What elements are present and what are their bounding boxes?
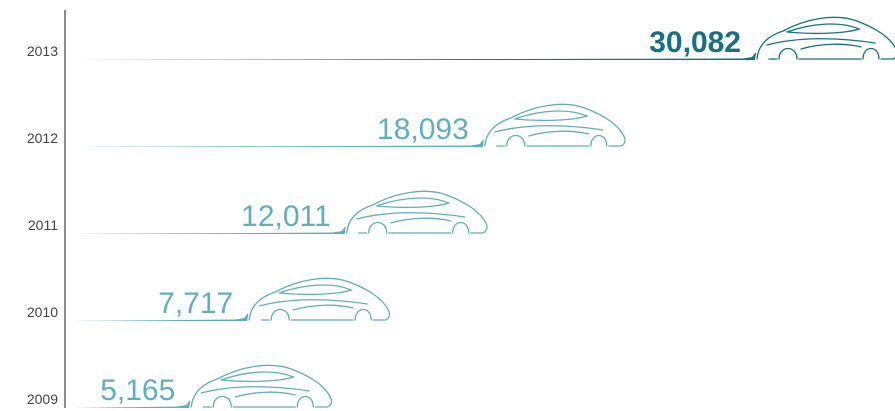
car-outline [494,125,604,133]
bar [72,401,191,408]
value-label: 12,011 [241,200,331,233]
car-outline [590,134,608,147]
car-outline [270,308,290,321]
car-outline [778,47,798,60]
car-outline [376,197,451,209]
car-outline [278,284,354,296]
car-icon [484,103,626,147]
car-outline [234,391,296,398]
value-label: 5,165 [100,374,175,407]
value-label: 30,082 [649,26,741,59]
car-outline [390,217,452,224]
car-outline [346,190,488,234]
car-outline [212,395,232,408]
car-outline [862,47,880,60]
car-outline [800,43,862,50]
car-outline [484,103,626,147]
category-label: 2009 [27,391,58,407]
car-outline [248,277,391,321]
car-outline [190,364,333,408]
car-outline [220,371,296,383]
car-outline [452,221,470,234]
value-label: 7,717 [158,287,233,320]
category-label: 2012 [27,130,58,146]
car-outline [292,304,354,311]
category-label: 2013 [27,43,58,59]
car-outline [258,299,368,307]
category-label: 2010 [27,304,58,320]
bar [72,314,249,321]
value-label: 18,093 [377,113,469,146]
car-outline [786,23,861,35]
bar [72,53,756,60]
car-outline [528,130,590,137]
car-outline [506,134,526,147]
car-outline [368,221,388,234]
car-icon [190,364,333,408]
car-outline [296,395,314,408]
car-outline [356,212,466,220]
bar [72,227,346,234]
car-outline [200,386,310,394]
car-icon [756,16,895,60]
car-outline [756,16,895,60]
car-icon [346,190,488,234]
bar [72,140,484,147]
car-icon [248,277,391,321]
car-outline [354,308,372,321]
car-outline [766,38,876,46]
category-label: 2011 [28,217,58,233]
car-outline [514,110,589,122]
